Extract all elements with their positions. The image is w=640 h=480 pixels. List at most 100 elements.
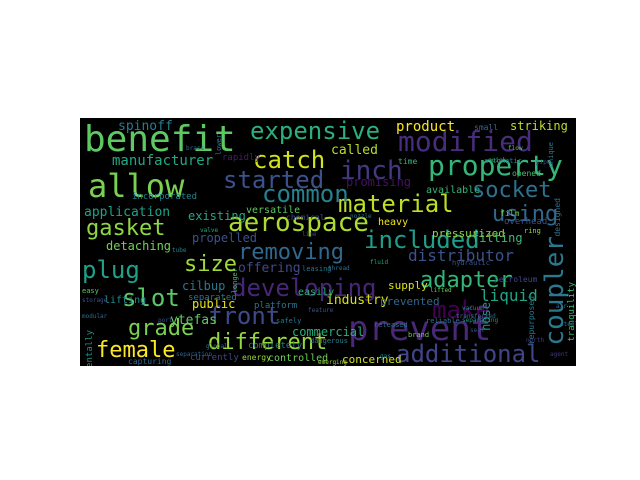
cloud-word: slot: [122, 284, 180, 312]
cloud-word: separation: [176, 351, 213, 358]
cloud-word: spinoff: [118, 119, 173, 134]
cloud-word: heavy: [378, 217, 409, 228]
cloud-word: detaching: [106, 239, 172, 253]
cloud-word: manufacturer: [112, 153, 214, 169]
cloud-word: unique: [547, 142, 555, 168]
cloud-word: accidentally: [85, 330, 95, 366]
cloud-word: energy: [242, 353, 271, 362]
cloud-word: included: [364, 226, 480, 254]
cloud-word: propelled: [192, 231, 258, 245]
cloud-word: expensive: [250, 118, 381, 145]
cloud-word: agent: [550, 351, 569, 358]
cloud-word: fluid: [370, 259, 389, 266]
cloud-word: storage: [82, 297, 108, 304]
cloud-word: gasket: [86, 216, 166, 241]
cloud-word: feature: [308, 307, 334, 314]
cloud-word: make: [432, 296, 490, 324]
cloud-word: adapter: [420, 268, 513, 293]
cloud-word: easy: [82, 287, 99, 295]
cloud-word: called: [331, 143, 378, 158]
cloud-word: striking: [510, 119, 568, 133]
cloud-word: supply: [388, 279, 428, 292]
cloud-word: released: [374, 321, 408, 329]
cloud-word: steel: [560, 321, 576, 328]
cloud-word: easily: [298, 287, 335, 298]
cloud-word: public: [192, 297, 236, 311]
cloud-word: automatic: [484, 157, 522, 165]
cloud-word: product: [396, 119, 456, 135]
cloud-word: pressurized: [432, 227, 505, 240]
cloud-word: separating: [462, 317, 499, 324]
cloud-word: distributor: [408, 246, 514, 265]
cloud-word: brand: [408, 331, 430, 339]
cloud-word: lifted: [430, 287, 452, 294]
cloud-word: ytefas: [170, 313, 217, 328]
cloud-word: brass: [186, 145, 205, 152]
cloud-word: removing: [238, 240, 344, 265]
cloud-word: different: [208, 330, 328, 355]
cloud-word: transferred: [456, 313, 496, 320]
cloud-word: tube: [172, 247, 187, 254]
cloud-word: leasing: [302, 265, 332, 273]
cloud-word: overhead: [504, 217, 548, 227]
cloud-word: film: [500, 209, 520, 218]
cloud-word: using: [492, 202, 559, 227]
cloud-word: port: [158, 317, 173, 324]
cloud-word: capturing: [128, 357, 172, 366]
cloud-word: prevent: [348, 309, 492, 349]
cloud-word: industry: [326, 293, 389, 308]
cloud-word: north: [526, 337, 545, 344]
cloud-word: coupler: [540, 236, 570, 346]
cloud-word: concerned: [342, 353, 402, 366]
cloud-word: modular: [82, 313, 108, 320]
cloud-word: repurposed: [527, 296, 536, 345]
cloud-word: inch: [340, 156, 403, 186]
cloud-word: safely: [276, 317, 302, 325]
cloud-word: offering: [238, 261, 301, 276]
cloud-word: lower: [215, 134, 223, 156]
cloud-word: cilbup: [182, 279, 226, 293]
cloud-word: opened: [512, 169, 541, 178]
cloud-word: female: [96, 338, 176, 363]
cloud-word: modified: [398, 125, 533, 158]
cloud-word: ring: [524, 227, 541, 235]
cloud-word: promising: [346, 175, 412, 189]
cloud-word: valve: [200, 227, 219, 234]
cloud-word: air: [556, 303, 567, 310]
cloud-word: property: [428, 149, 563, 182]
cloud-word: global: [206, 343, 228, 350]
cloud-word: completely: [248, 341, 303, 351]
word-cloud: benefit allow prevent expensive modified prop…: [80, 118, 576, 366]
cloud-word: flow: [508, 145, 523, 152]
cloud-word: started: [223, 166, 325, 194]
cloud-word: incorporated: [132, 192, 198, 202]
cloud-word: tranquility: [567, 282, 576, 342]
cloud-word: common: [262, 180, 349, 208]
cloud-word: lifting: [104, 295, 147, 306]
cloud-word: socket: [472, 178, 552, 203]
cloud-word: controlled: [268, 353, 329, 364]
cloud-word: thread: [328, 265, 350, 272]
cloud-word: emerging: [318, 359, 347, 366]
cloud-word: front: [208, 302, 281, 330]
cloud-word: chemical: [286, 213, 325, 222]
cloud-word: grade: [128, 316, 195, 341]
cloud-word: additional: [396, 340, 541, 366]
cloud-word: available: [426, 185, 481, 196]
cloud-word: developing: [232, 274, 377, 302]
cloud-word: line: [302, 231, 317, 238]
cloud-word: hydraulic: [452, 259, 490, 267]
cloud-word: size: [184, 252, 237, 277]
cloud-word: versatile: [246, 205, 301, 216]
cloud-word: benefit: [84, 119, 236, 160]
cloud-word: small: [474, 123, 499, 132]
cloud-word: currently: [190, 353, 239, 363]
cloud-word: longer: [231, 268, 239, 294]
cloud-word: material: [338, 190, 454, 218]
cloud-word: plug: [82, 256, 140, 284]
cloud-word: petroleum: [494, 275, 538, 284]
cloud-word: existing: [188, 209, 246, 223]
cloud-word: prevented: [380, 295, 440, 308]
cloud-word: reliable: [426, 317, 460, 325]
cloud-word: gas: [380, 353, 391, 360]
